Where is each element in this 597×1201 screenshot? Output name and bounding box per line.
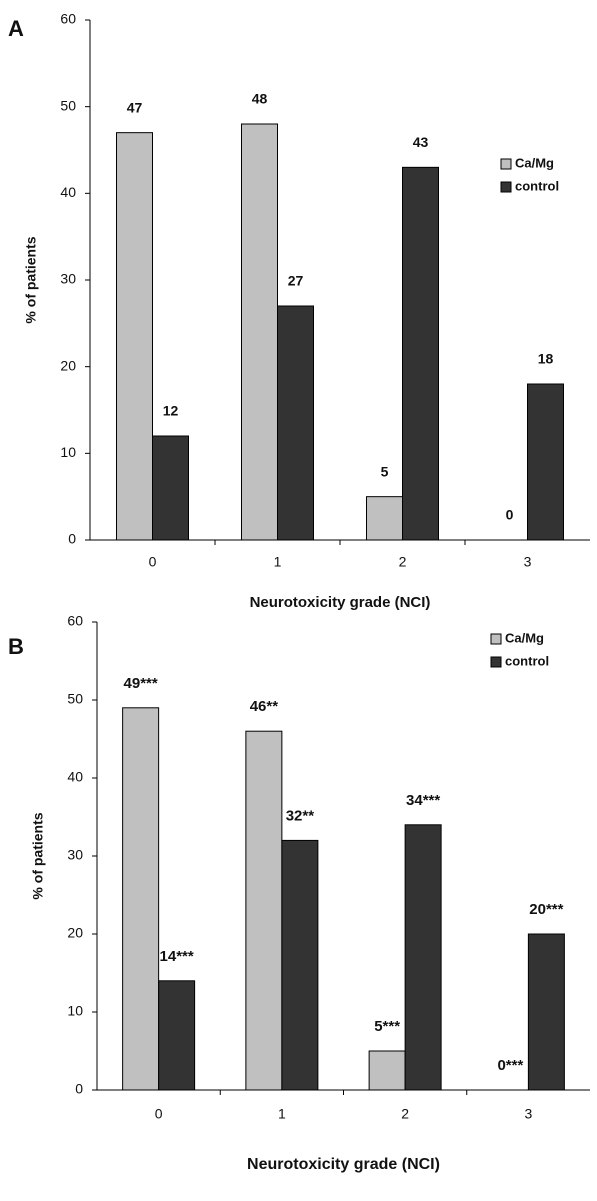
y-tick-label: 40 bbox=[60, 184, 76, 200]
bar bbox=[116, 132, 153, 541]
legend-box bbox=[496, 149, 588, 201]
x-tick-label: 0 bbox=[155, 1106, 163, 1122]
x-tick-label: 1 bbox=[278, 1106, 286, 1122]
y-tick-label: 30 bbox=[67, 847, 83, 863]
y-tick-label: 10 bbox=[67, 1003, 83, 1019]
data-label: 32** bbox=[286, 807, 315, 824]
y-tick-label: 0 bbox=[75, 1081, 83, 1097]
bar bbox=[281, 839, 319, 1091]
bar bbox=[152, 435, 189, 541]
data-label: 12 bbox=[163, 403, 179, 419]
data-label: 49*** bbox=[124, 675, 158, 692]
data-label: 34*** bbox=[406, 792, 440, 809]
legend-label: control bbox=[515, 178, 559, 193]
data-label: 18 bbox=[538, 351, 554, 367]
data-label: 20*** bbox=[529, 901, 563, 918]
bar bbox=[277, 305, 314, 541]
bar bbox=[122, 707, 160, 1091]
data-label: 43 bbox=[413, 134, 429, 150]
data-label: 0 bbox=[506, 507, 514, 523]
x-tick-label: 0 bbox=[149, 554, 157, 570]
data-label: 46** bbox=[250, 698, 279, 715]
data-label: 0*** bbox=[497, 1057, 523, 1074]
y-tick-label: 20 bbox=[67, 925, 83, 941]
panel-label: B bbox=[8, 634, 24, 659]
legend-swatch bbox=[500, 158, 512, 170]
bar bbox=[241, 123, 278, 541]
bar bbox=[527, 383, 564, 541]
y-tick-label: 20 bbox=[60, 357, 76, 373]
x-tick-label: 3 bbox=[524, 554, 532, 570]
data-label: 48 bbox=[252, 91, 268, 107]
panel-label: A bbox=[8, 16, 24, 41]
y-tick-label: 60 bbox=[60, 11, 76, 27]
data-label: 5 bbox=[381, 463, 389, 479]
y-tick-label: 60 bbox=[67, 613, 83, 629]
bar bbox=[245, 730, 283, 1091]
legend-label: control bbox=[505, 653, 549, 668]
bar bbox=[368, 1050, 406, 1091]
bar bbox=[404, 824, 442, 1091]
y-axis-title: % of patients bbox=[23, 236, 39, 323]
legend-swatch bbox=[490, 633, 502, 645]
y-tick-label: 50 bbox=[60, 97, 76, 113]
y-tick-label: 10 bbox=[60, 444, 76, 460]
y-axis-title: % of patients bbox=[30, 812, 46, 899]
x-tick-label: 3 bbox=[524, 1106, 532, 1122]
bar bbox=[366, 496, 403, 541]
data-label: 5*** bbox=[374, 1018, 400, 1035]
x-axis-title: Neurotoxicity grade (NCI) bbox=[247, 1156, 440, 1173]
legend-swatch bbox=[490, 656, 502, 668]
legend-box bbox=[486, 624, 578, 676]
x-tick-label: 2 bbox=[399, 554, 407, 570]
data-label: 47 bbox=[127, 99, 143, 115]
x-axis-title: Neurotoxicity grade (NCI) bbox=[250, 594, 431, 611]
bar bbox=[527, 933, 565, 1091]
y-tick-label: 40 bbox=[67, 769, 83, 785]
legend-label: Ca/Mg bbox=[505, 630, 544, 645]
bar bbox=[402, 166, 439, 541]
x-tick-label: 1 bbox=[274, 554, 282, 570]
y-tick-label: 50 bbox=[67, 691, 83, 707]
x-tick-label: 2 bbox=[401, 1106, 409, 1122]
legend-swatch bbox=[500, 181, 512, 193]
data-label: 14*** bbox=[160, 948, 194, 965]
y-tick-label: 0 bbox=[68, 531, 76, 547]
y-tick-label: 30 bbox=[60, 271, 76, 287]
bar bbox=[158, 980, 196, 1091]
data-label: 27 bbox=[288, 273, 304, 289]
legend-label: Ca/Mg bbox=[515, 155, 554, 170]
